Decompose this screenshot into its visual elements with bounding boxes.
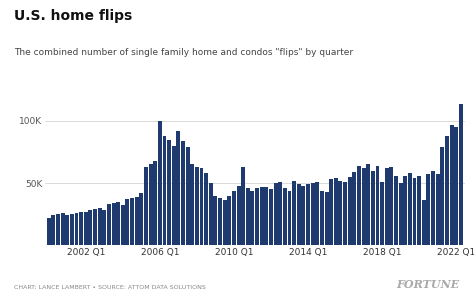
Bar [93, 209, 97, 245]
Bar [228, 196, 231, 245]
Bar [385, 168, 389, 245]
Bar [218, 198, 222, 245]
Bar [380, 182, 384, 245]
Bar [204, 173, 208, 245]
Bar [51, 215, 55, 245]
Bar [126, 199, 129, 245]
Bar [357, 166, 361, 245]
Bar [121, 205, 125, 245]
Bar [301, 186, 305, 245]
Bar [186, 147, 190, 245]
Bar [390, 167, 393, 245]
Bar [375, 166, 380, 245]
Bar [343, 182, 347, 245]
Bar [195, 167, 199, 245]
Bar [176, 131, 180, 245]
Bar [325, 192, 328, 245]
Bar [149, 164, 153, 245]
Bar [399, 183, 402, 245]
Text: U.S. home flips: U.S. home flips [14, 9, 132, 23]
Bar [209, 183, 213, 245]
Bar [98, 208, 101, 245]
Bar [278, 182, 282, 245]
Bar [362, 168, 365, 245]
Text: The combined number of single family home and condos "flips" by quarter: The combined number of single family hom… [14, 48, 353, 57]
Bar [320, 190, 324, 245]
Bar [107, 204, 111, 245]
Bar [84, 212, 88, 245]
Bar [246, 188, 250, 245]
Bar [283, 188, 287, 245]
Bar [408, 173, 412, 245]
Bar [158, 121, 162, 245]
Bar [412, 178, 417, 245]
Bar [70, 214, 74, 245]
Bar [200, 168, 203, 245]
Bar [459, 103, 463, 245]
Bar [255, 188, 259, 245]
Bar [431, 171, 435, 245]
Bar [241, 167, 245, 245]
Bar [190, 164, 194, 245]
Bar [306, 184, 310, 245]
Bar [449, 125, 454, 245]
Bar [315, 182, 319, 245]
Bar [213, 196, 218, 245]
Bar [116, 202, 120, 245]
Bar [130, 198, 134, 245]
Bar [89, 210, 92, 245]
Bar [237, 186, 240, 245]
Bar [264, 187, 268, 245]
Bar [422, 200, 426, 245]
Bar [111, 203, 116, 245]
Bar [417, 176, 421, 245]
Bar [163, 136, 166, 245]
Bar [436, 174, 439, 245]
Bar [454, 127, 458, 245]
Bar [223, 200, 227, 245]
Bar [153, 161, 157, 245]
Bar [65, 215, 69, 245]
Bar [403, 176, 407, 245]
Bar [250, 190, 255, 245]
Bar [394, 176, 398, 245]
Bar [47, 218, 51, 245]
Bar [181, 141, 185, 245]
Bar [74, 213, 79, 245]
Bar [352, 172, 356, 245]
Bar [329, 179, 333, 245]
Bar [135, 197, 139, 245]
Bar [297, 184, 301, 245]
Bar [445, 136, 449, 245]
Bar [348, 177, 352, 245]
Bar [310, 183, 315, 245]
Bar [269, 189, 273, 245]
Bar [427, 174, 430, 245]
Bar [292, 181, 296, 245]
Bar [371, 171, 375, 245]
Bar [288, 190, 292, 245]
Bar [232, 190, 236, 245]
Bar [260, 187, 264, 245]
Bar [440, 147, 444, 245]
Bar [366, 164, 370, 245]
Bar [144, 167, 148, 245]
Bar [167, 140, 171, 245]
Bar [334, 178, 338, 245]
Text: CHART: LANCE LAMBERT • SOURCE: ATTOM DATA SOLUTIONS: CHART: LANCE LAMBERT • SOURCE: ATTOM DAT… [14, 285, 206, 290]
Bar [79, 212, 83, 245]
Bar [56, 214, 60, 245]
Bar [172, 146, 176, 245]
Bar [273, 183, 278, 245]
Bar [102, 210, 106, 245]
Text: FORTUNE: FORTUNE [397, 279, 460, 290]
Bar [338, 181, 342, 245]
Bar [61, 213, 64, 245]
Bar [139, 193, 143, 245]
